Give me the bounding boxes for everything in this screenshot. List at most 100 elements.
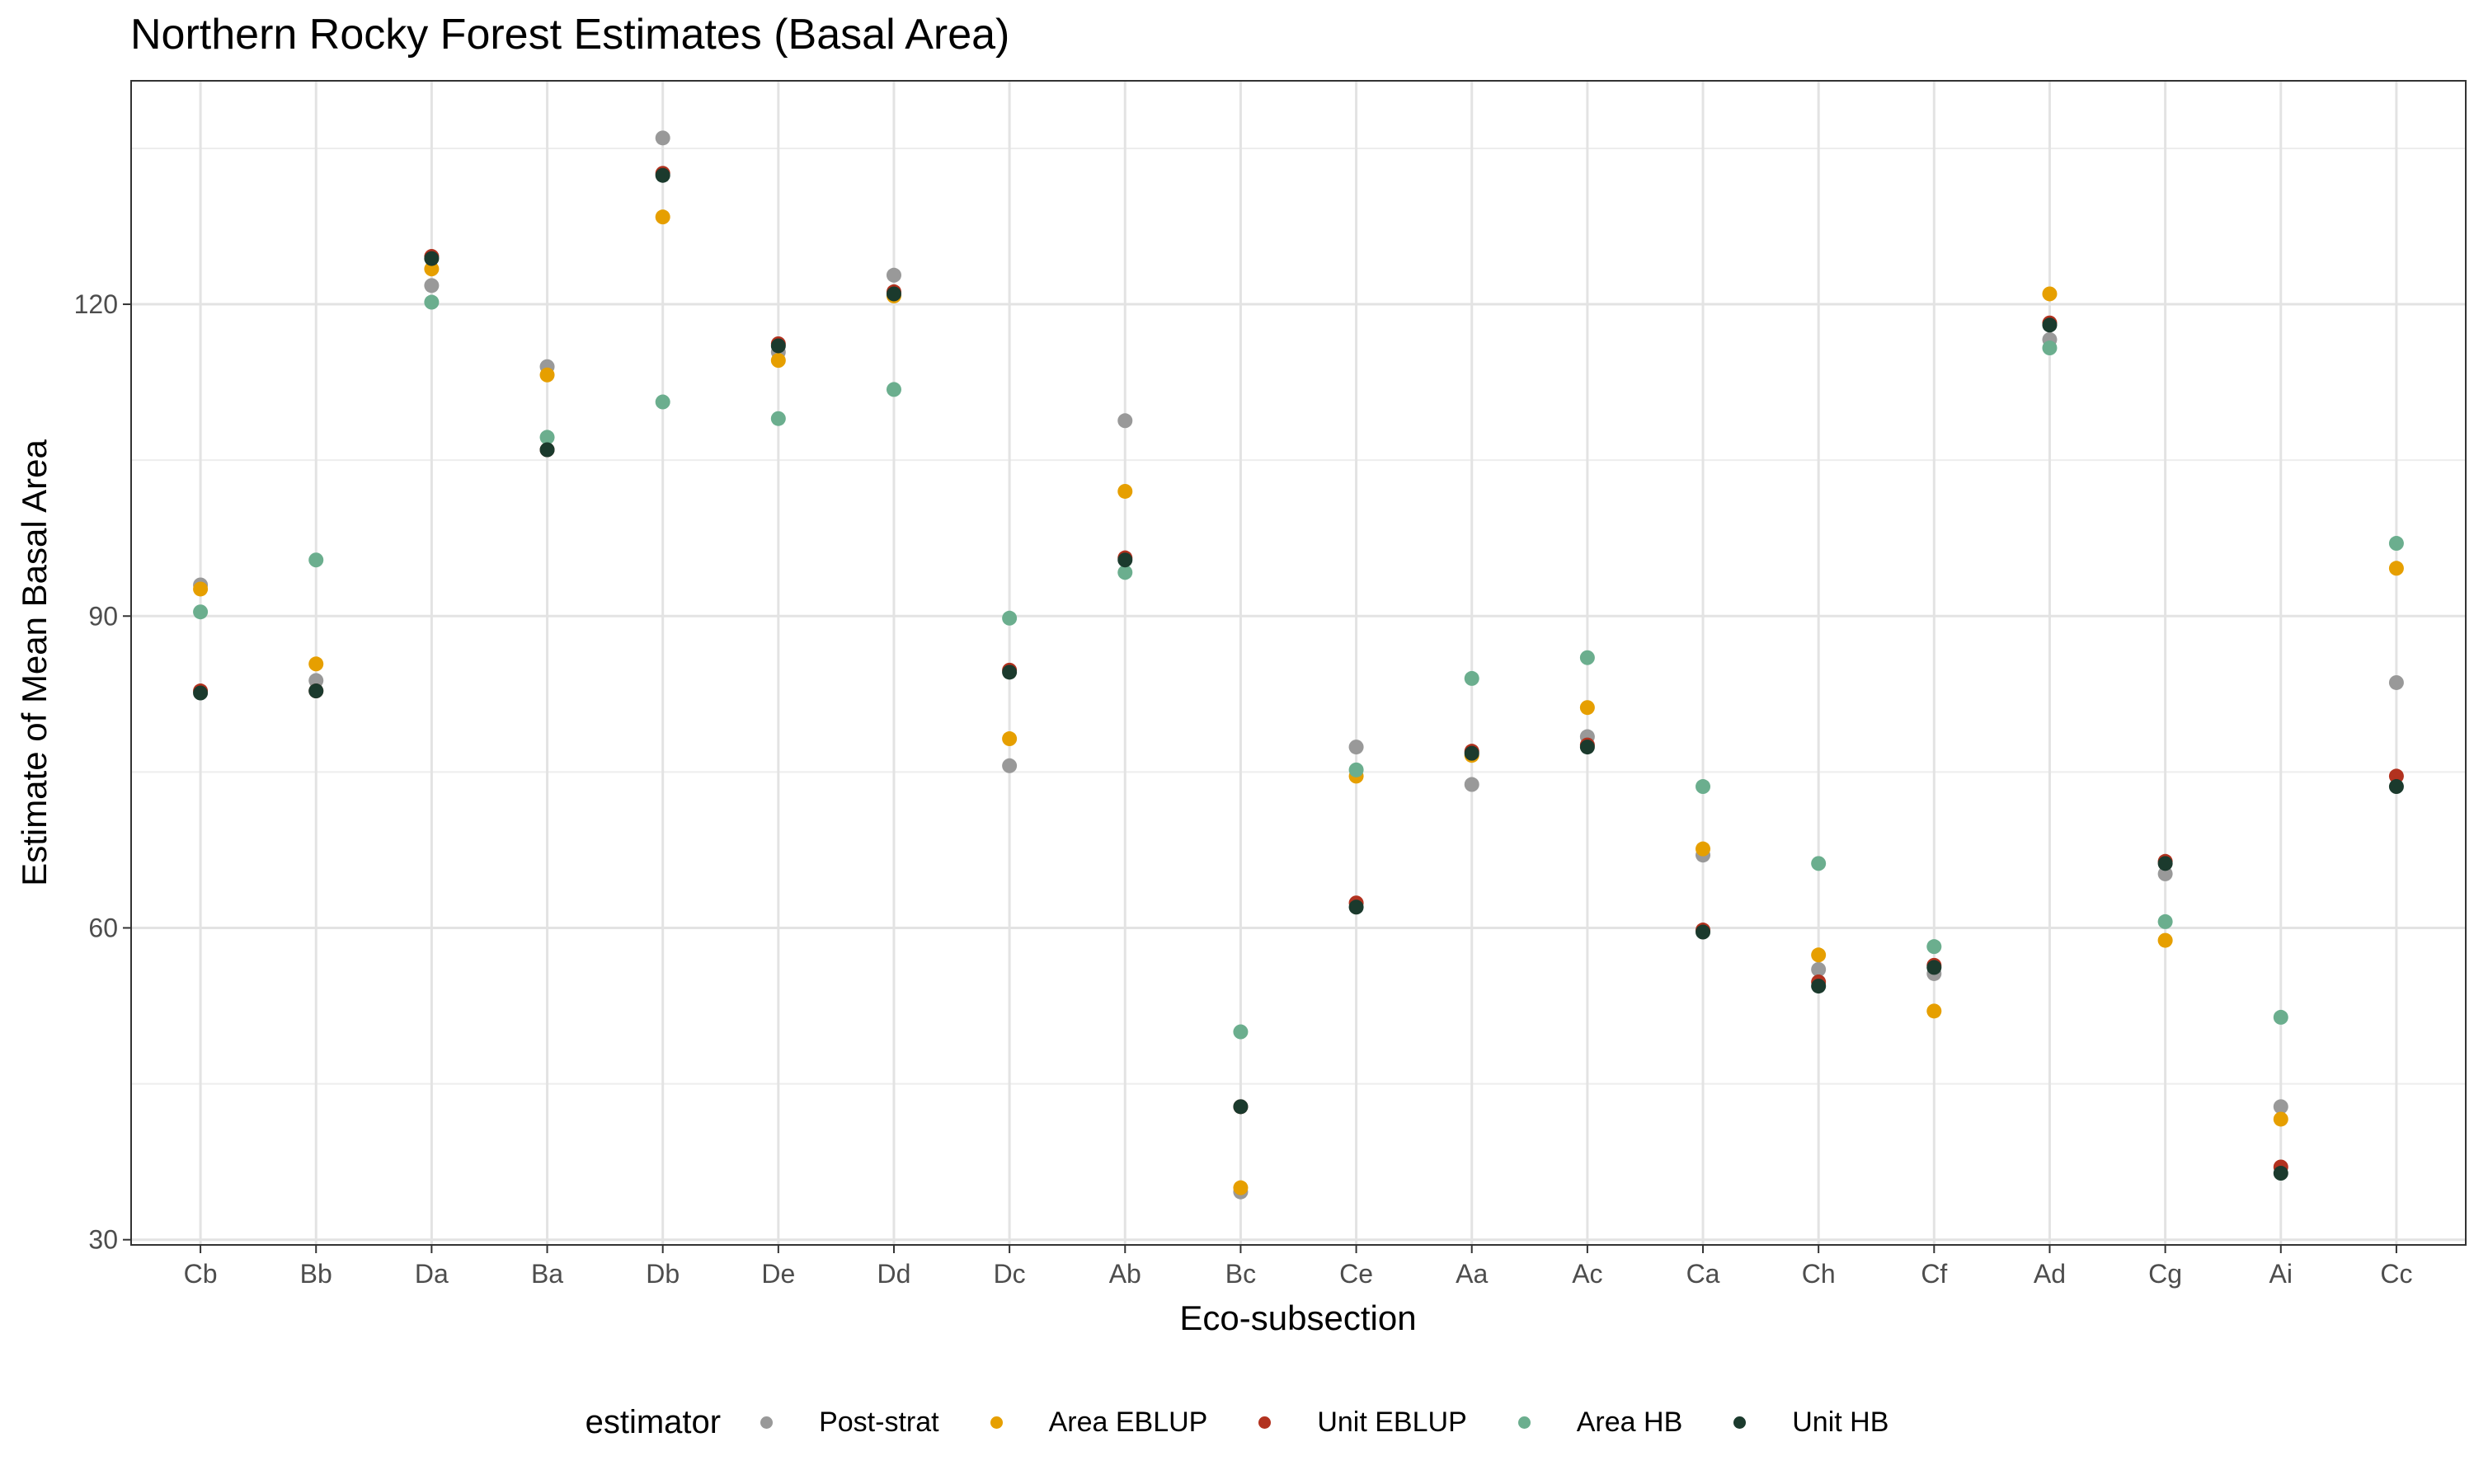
point-unit-hb-ba (539, 442, 555, 458)
point-unit-hb-ai (2273, 1166, 2288, 1181)
axis-ticks: 30 60 90 120 Cb Bb Da Ba Db De Dd Dc Ab Bc Ce Aa Ac Ca Ch C… (74, 289, 2413, 1289)
legend: estimator Post-strat Area EBLUP Unit EBLUP… (0, 1393, 2474, 1451)
point-area-hb-dc (1002, 610, 1018, 626)
x-tick-label-ai: Ai (2269, 1259, 2293, 1289)
point-area-hb-aa (1464, 670, 1479, 686)
point-area-eblup-ba (539, 367, 555, 383)
x-tick-label-de: De (761, 1259, 795, 1289)
point-post-strat-ai (2273, 1099, 2288, 1115)
point-post-strat-db (655, 130, 670, 146)
x-tick-label-cc: Cc (2380, 1259, 2412, 1289)
x-tick-label-cb: Cb (184, 1259, 218, 1289)
series-unit-hb (193, 167, 2404, 1181)
point-unit-eblup-cc (2388, 768, 2404, 784)
point-area-eblup-cg (2157, 932, 2173, 948)
chart-title: Northern Rocky Forest Estimates (Basal A… (130, 11, 1010, 59)
point-area-eblup-bb (308, 656, 324, 672)
point-area-eblup-db (655, 209, 670, 225)
point-area-eblup-ad (2042, 286, 2058, 302)
x-tick-label-ab: Ab (1109, 1259, 1141, 1289)
point-area-hb-ca (1696, 779, 1711, 795)
legend-item-area-eblup: Area EBLUP (990, 1407, 1207, 1439)
x-tick-label-ac: Ac (1572, 1259, 1602, 1289)
point-post-strat-da (424, 278, 440, 294)
point-unit-hb-ad (2042, 317, 2058, 333)
point-area-hb-ab (1117, 565, 1133, 580)
point-unit-hb-ce (1348, 899, 1364, 915)
legend-key-post-strat (760, 1416, 774, 1429)
series-area-hb (193, 294, 2404, 1040)
x-tick-label-aa: Aa (1456, 1259, 1488, 1289)
y-axis-title: Estimate of Mean Basal Area (15, 439, 54, 886)
point-area-hb-da (424, 294, 440, 310)
point-area-hb-cb (193, 604, 209, 620)
point-area-eblup-ch (1811, 947, 1827, 963)
x-tick-label-bc: Bc (1225, 1259, 1256, 1289)
point-unit-hb-bb (308, 683, 324, 699)
y-tick-label: 90 (88, 601, 118, 631)
point-unit-hb-cg (2157, 856, 2173, 871)
x-tick-label-dd: Dd (877, 1259, 911, 1289)
point-unit-hb-dd (886, 286, 901, 302)
point-area-hb-dd (886, 382, 901, 397)
legend-label-unit-eblup: Unit EBLUP (1317, 1406, 1467, 1438)
point-area-eblup-ai (2273, 1111, 2288, 1127)
point-post-strat-dd (886, 267, 901, 283)
legend-item-post-strat: Post-strat (760, 1407, 939, 1439)
point-area-hb-ac (1579, 650, 1595, 665)
point-area-eblup-cb (193, 581, 209, 597)
point-post-strat-cc (2388, 674, 2404, 690)
point-area-hb-ba (539, 430, 555, 445)
point-unit-hb-da (424, 251, 440, 266)
point-unit-hb-ac (1579, 740, 1595, 755)
point-unit-hb-cc (2388, 779, 2404, 795)
series-post-strat (193, 130, 2404, 1200)
legend-label-unit-hb: Unit HB (1792, 1406, 1889, 1438)
point-unit-hb-bc (1233, 1099, 1249, 1115)
point-area-hb-bc (1233, 1024, 1249, 1040)
x-tick-label-bb: Bb (300, 1259, 332, 1289)
point-area-eblup-ca (1696, 841, 1711, 857)
legend-items: Post-strat Area EBLUP Unit EBLUP Area HB Uni… (760, 1407, 1888, 1439)
x-tick-label-ca: Ca (1686, 1259, 1720, 1289)
x-tick-label-cg: Cg (2148, 1259, 2182, 1289)
x-tick-label-dc: Dc (994, 1259, 1026, 1289)
point-area-hb-ai (2273, 1009, 2288, 1025)
legend-item-unit-hb: Unit HB (1733, 1407, 1888, 1439)
point-unit-hb-aa (1464, 745, 1479, 761)
point-area-hb-cc (2388, 536, 2404, 552)
point-post-strat-cg (2157, 866, 2173, 881)
series-area-eblup (193, 209, 2404, 1195)
point-post-strat-dc (1002, 758, 1018, 773)
legend-item-area-hb: Area HB (1517, 1406, 1683, 1439)
legend-item-unit-eblup: Unit EBLUP (1258, 1406, 1467, 1439)
data-points (193, 130, 2404, 1200)
point-unit-hb-ab (1117, 552, 1133, 568)
point-area-hb-ce (1348, 762, 1364, 777)
legend-title: estimator (585, 1403, 722, 1440)
legend-key-area-eblup (990, 1416, 1003, 1429)
point-area-hb-ch (1811, 856, 1827, 871)
point-area-eblup-bc (1233, 1180, 1249, 1195)
legend-label-area-hb: Area HB (1576, 1406, 1683, 1438)
point-area-eblup-de (770, 353, 786, 369)
point-area-hb-bb (308, 552, 324, 568)
point-post-strat-ab (1117, 413, 1133, 429)
point-area-hb-de (770, 411, 786, 426)
point-area-hb-cf (1926, 939, 1942, 955)
point-unit-hb-ca (1696, 924, 1711, 940)
point-post-strat-aa (1464, 777, 1479, 792)
point-post-strat-ch (1811, 961, 1827, 977)
y-tick-label: 30 (88, 1225, 118, 1255)
x-tick-label-db: Db (646, 1259, 680, 1289)
point-unit-hb-de (770, 338, 786, 354)
y-tick-label: 120 (74, 289, 118, 319)
x-tick-label-cf: Cf (1921, 1259, 1947, 1289)
x-axis-title: Eco-subsection (1179, 1298, 1416, 1337)
point-area-eblup-dc (1002, 731, 1018, 747)
x-tick-label-ch: Ch (1802, 1259, 1836, 1289)
legend-key-unit-eblup (1258, 1416, 1272, 1429)
point-area-hb-cg (2157, 913, 2173, 929)
plot-panel-border (130, 80, 2467, 1246)
